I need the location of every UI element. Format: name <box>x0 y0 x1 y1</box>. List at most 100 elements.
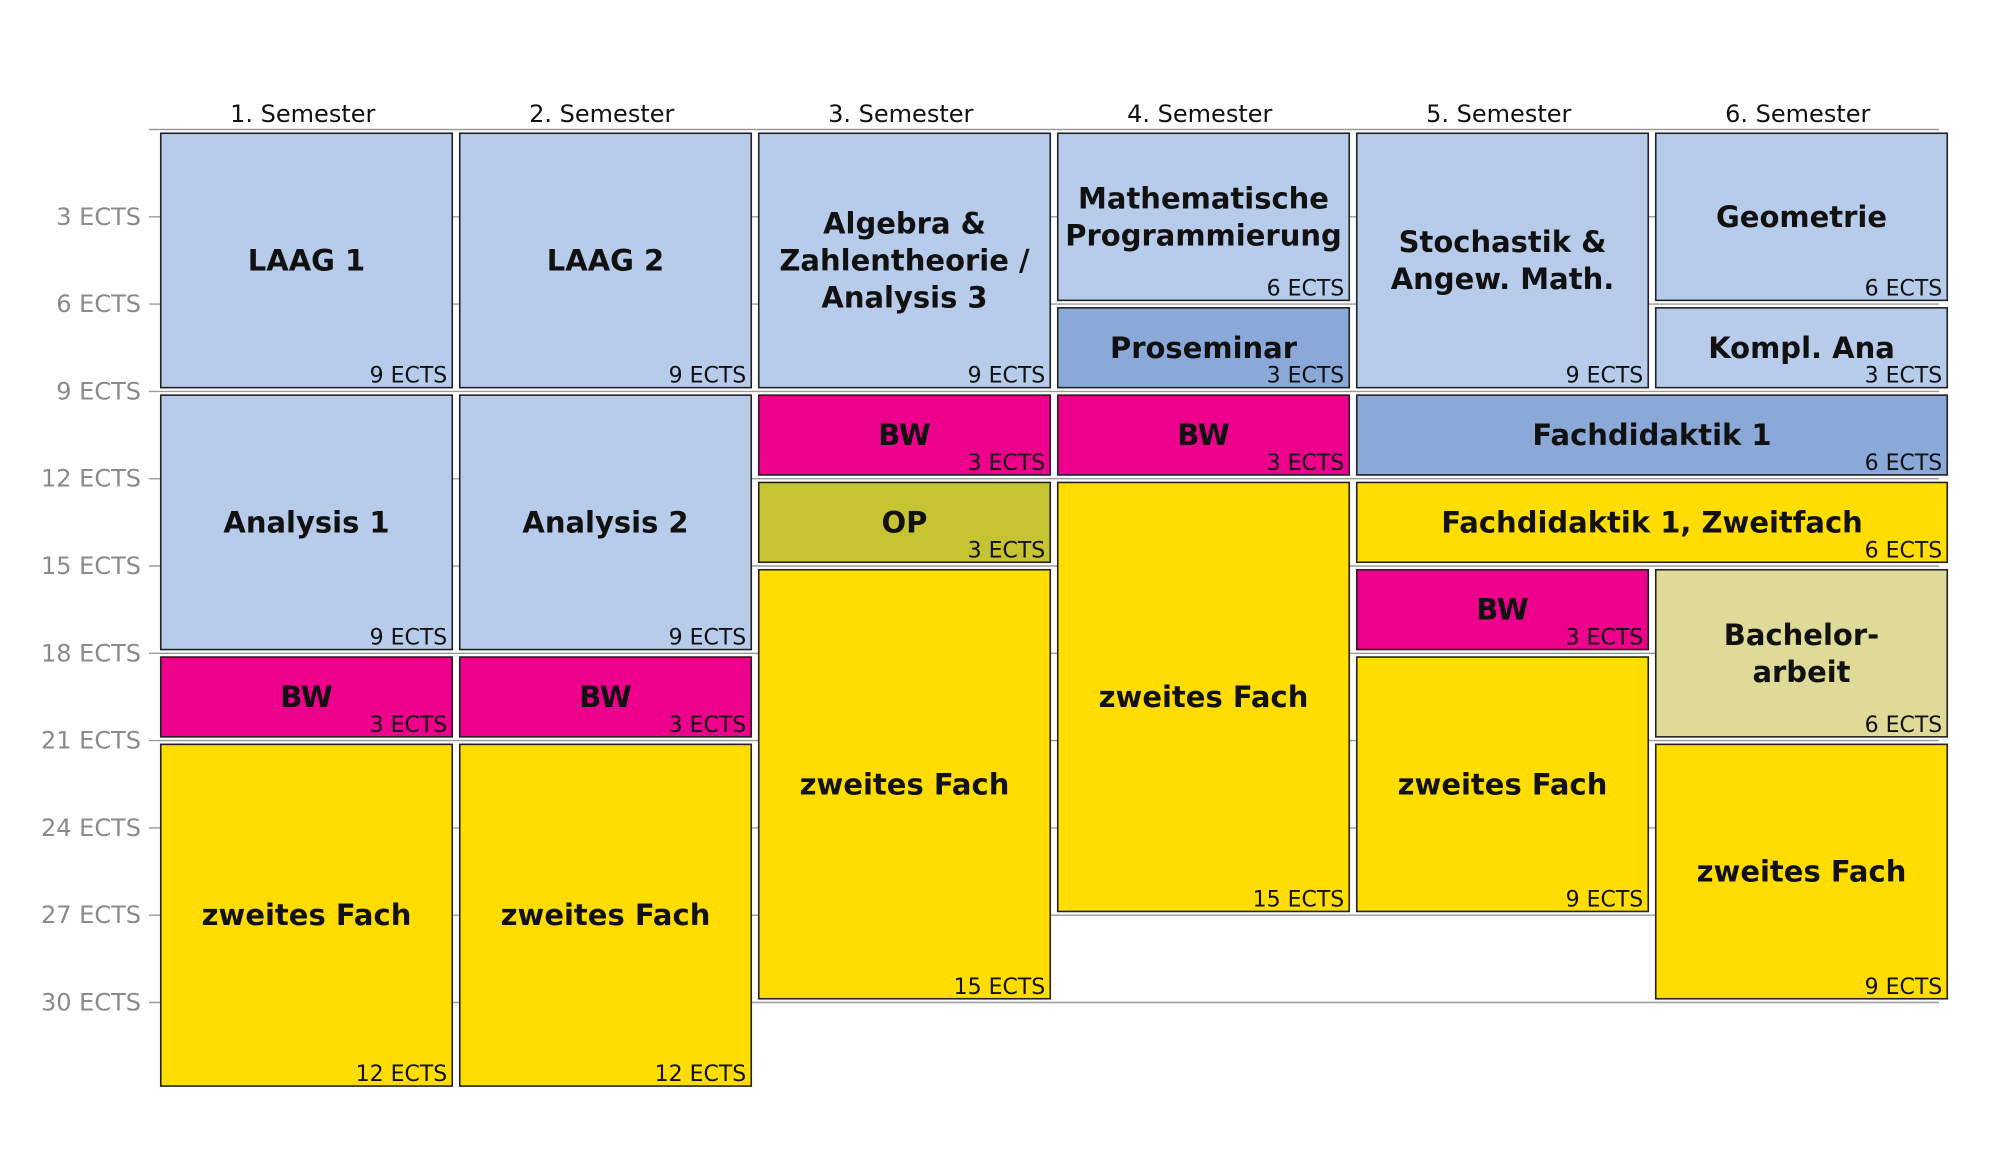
module-credits: 9 ECTS <box>370 626 448 651</box>
module-box <box>757 481 1052 564</box>
module-block: zweites Fach 9 ECTS <box>1355 656 1650 913</box>
module-block: Stochastik &Angew. Math. 9 ECTS <box>1355 132 1650 389</box>
module-box <box>159 394 454 651</box>
module-title: LAAG 1 <box>248 243 365 277</box>
module-block: BW 3 ECTS <box>757 394 1052 476</box>
module-block: BW 3 ECTS <box>159 656 454 738</box>
module-credits: 6 ECTS <box>1865 538 1943 563</box>
ects-tick-label: 27 ECTS <box>41 901 141 929</box>
module-title: zweites Fach <box>1099 680 1309 714</box>
module-block: Geometrie 6 ECTS <box>1654 132 1949 301</box>
module-box <box>1355 568 1650 651</box>
module-block: LAAG 2 9 ECTS <box>458 132 753 389</box>
module-credits: 3 ECTS <box>669 713 747 738</box>
module-block: BW 3 ECTS <box>1056 394 1351 476</box>
module-title: zweites Fach <box>1697 855 1907 889</box>
module-credits: 6 ECTS <box>1267 276 1345 301</box>
ects-tick-label: 6 ECTS <box>56 290 141 318</box>
module-block: Analysis 2 9 ECTS <box>458 394 753 651</box>
module-block: zweites Fach 9 ECTS <box>1654 743 1949 1000</box>
module-title: Zahlentheorie / <box>779 243 1030 277</box>
module-block: Bachelor-arbeit 6 ECTS <box>1654 568 1949 738</box>
module-box <box>159 743 454 1087</box>
module-title: Algebra & <box>823 206 986 240</box>
module-block: Fachdidaktik 1 6 ECTS <box>1355 394 1949 476</box>
ects-tick-label: 15 ECTS <box>41 552 141 580</box>
module-title: Programmierung <box>1065 218 1342 252</box>
module-title: Geometrie <box>1716 200 1887 234</box>
module-credits: 6 ECTS <box>1865 276 1943 301</box>
module-title: OP <box>882 505 928 539</box>
module-credits: 15 ECTS <box>1253 887 1345 912</box>
module-box <box>757 132 1052 389</box>
module-box <box>1355 132 1650 389</box>
module-credits: 3 ECTS <box>1865 364 1943 389</box>
module-block: BW 3 ECTS <box>1355 568 1650 651</box>
module-title: Analysis 1 <box>223 505 389 539</box>
module-credits: 9 ECTS <box>1865 975 1943 1000</box>
module-credits: 3 ECTS <box>1267 364 1345 389</box>
module-title: BW <box>1476 593 1529 627</box>
module-credits: 3 ECTS <box>968 451 1046 476</box>
module-box <box>458 132 753 389</box>
module-box <box>458 394 753 651</box>
module-title: Analysis 3 <box>821 280 987 314</box>
module-box <box>1355 481 1949 564</box>
module-credits: 12 ECTS <box>356 1062 448 1087</box>
ects-tick-label: 18 ECTS <box>41 639 141 667</box>
module-box <box>1355 656 1650 913</box>
module-title: Stochastik & <box>1399 225 1607 259</box>
module-credits: 9 ECTS <box>1566 887 1644 912</box>
semester-header: 2. Semester <box>529 100 674 128</box>
module-block: zweites Fach 15 ECTS <box>1056 481 1351 912</box>
module-block: BW 3 ECTS <box>458 656 753 738</box>
module-credits: 3 ECTS <box>370 713 448 738</box>
module-title: Proseminar <box>1110 331 1298 365</box>
module-title: Kompl. Ana <box>1708 331 1895 365</box>
module-credits: 9 ECTS <box>1566 364 1644 389</box>
ects-tick-label: 30 ECTS <box>41 989 141 1017</box>
ects-tick-label: 12 ECTS <box>41 465 141 493</box>
module-block: Algebra &Zahlentheorie /Analysis 3 9 ECTS <box>757 132 1052 389</box>
module-credits: 9 ECTS <box>669 364 747 389</box>
module-credits: 3 ECTS <box>1566 626 1644 651</box>
module-credits: 3 ECTS <box>1267 451 1345 476</box>
module-box <box>1355 394 1949 476</box>
module-credits: 6 ECTS <box>1865 713 1943 738</box>
module-box <box>757 394 1052 476</box>
module-credits: 12 ECTS <box>655 1062 747 1087</box>
module-box <box>1654 743 1949 1000</box>
module-title: Analysis 2 <box>522 505 688 539</box>
module-block: zweites Fach 12 ECTS <box>159 743 454 1087</box>
module-block: Analysis 1 9 ECTS <box>159 394 454 651</box>
semester-header: 5. Semester <box>1426 100 1571 128</box>
ects-tick-label: 9 ECTS <box>56 377 141 405</box>
module-credits: 6 ECTS <box>1865 451 1943 476</box>
module-title: zweites Fach <box>202 898 412 932</box>
module-block: zweites Fach 12 ECTS <box>458 743 753 1087</box>
module-credits: 9 ECTS <box>370 364 448 389</box>
module-title: Bachelor- <box>1724 618 1879 652</box>
module-title: Angew. Math. <box>1391 262 1615 296</box>
module-title: LAAG 2 <box>547 243 664 277</box>
module-credits: 15 ECTS <box>954 975 1046 1000</box>
module-title: Fachdidaktik 1 <box>1532 418 1771 452</box>
module-box <box>159 656 454 738</box>
semester-header: 3. Semester <box>828 100 973 128</box>
ects-tick-label: 21 ECTS <box>41 727 141 755</box>
module-title: arbeit <box>1752 655 1850 689</box>
semester-header: 4. Semester <box>1127 100 1272 128</box>
module-box <box>1056 394 1351 476</box>
module-box <box>1654 307 1949 389</box>
module-title: zweites Fach <box>1398 767 1608 801</box>
semester-header: 6. Semester <box>1725 100 1870 128</box>
module-box <box>458 656 753 738</box>
ects-tick-label: 3 ECTS <box>56 203 141 231</box>
module-box <box>1056 307 1351 389</box>
module-credits: 3 ECTS <box>968 538 1046 563</box>
